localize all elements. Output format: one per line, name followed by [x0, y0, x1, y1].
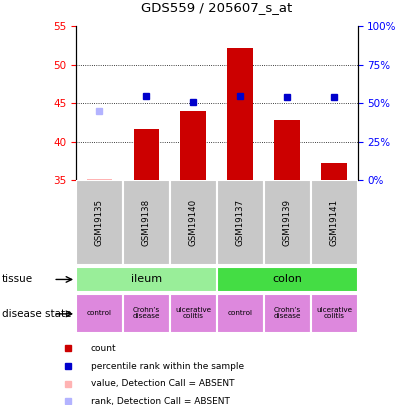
Text: GSM19138: GSM19138: [142, 199, 151, 246]
Bar: [227, 48, 253, 180]
Text: ileum: ileum: [131, 274, 162, 284]
Bar: [123, 180, 170, 265]
Bar: [170, 294, 217, 333]
Bar: [123, 294, 170, 333]
Text: GSM19141: GSM19141: [330, 199, 339, 246]
Text: GSM19135: GSM19135: [95, 199, 104, 246]
Text: disease state: disease state: [2, 309, 72, 319]
Text: colon: colon: [272, 274, 302, 284]
Bar: [274, 120, 300, 180]
Text: ulcerative
colitis: ulcerative colitis: [175, 307, 211, 319]
Text: rank, Detection Call = ABSENT: rank, Detection Call = ABSENT: [91, 397, 230, 405]
Text: GDS559 / 205607_s_at: GDS559 / 205607_s_at: [141, 1, 293, 14]
Bar: [311, 180, 358, 265]
Text: value, Detection Call = ABSENT: value, Detection Call = ABSENT: [91, 379, 234, 388]
Text: GSM19137: GSM19137: [236, 199, 245, 246]
Text: percentile rank within the sample: percentile rank within the sample: [91, 362, 244, 371]
Text: GSM19140: GSM19140: [189, 199, 198, 246]
Text: Crohn’s
disease: Crohn’s disease: [133, 307, 160, 319]
Bar: [264, 294, 311, 333]
Bar: [76, 180, 123, 265]
Bar: [311, 294, 358, 333]
Text: control: control: [228, 310, 253, 316]
Text: count: count: [91, 344, 117, 353]
Bar: [180, 111, 206, 180]
Bar: [217, 266, 358, 292]
Text: GSM19139: GSM19139: [283, 199, 292, 246]
Bar: [217, 294, 264, 333]
Text: Crohn’s
disease: Crohn’s disease: [273, 307, 301, 319]
Bar: [321, 163, 347, 180]
Text: tissue: tissue: [2, 275, 33, 284]
Bar: [264, 180, 311, 265]
Bar: [87, 179, 112, 180]
Bar: [170, 180, 217, 265]
Text: ulcerative
colitis: ulcerative colitis: [316, 307, 352, 319]
Bar: [76, 294, 123, 333]
Bar: [76, 266, 217, 292]
Bar: [134, 129, 159, 180]
Bar: [217, 180, 264, 265]
Text: control: control: [87, 310, 112, 316]
